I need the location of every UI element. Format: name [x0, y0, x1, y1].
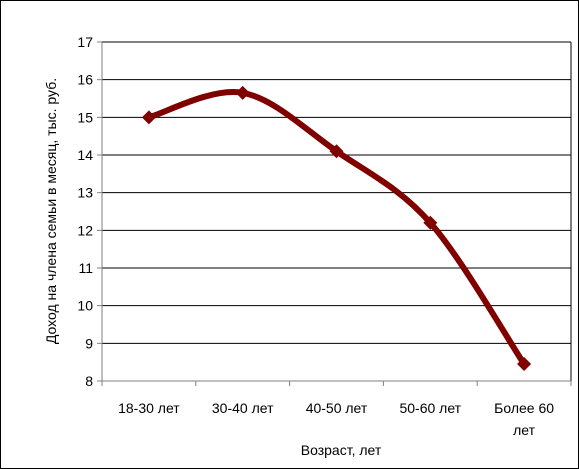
x-tick-label: 18-30 лет: [118, 400, 180, 416]
y-axis-label: Доход на члена семьи в месяц, тыс. руб.: [43, 78, 59, 344]
gridlines: [102, 41, 572, 381]
y-tick-label: 9: [85, 335, 93, 351]
y-tick-label: 10: [77, 298, 93, 314]
x-tick-label: лет: [513, 422, 535, 438]
axes: [97, 41, 572, 386]
y-tick-labels: 8 9 10 11 12 13 14 15 16 17: [77, 34, 93, 389]
y-tick-label: 15: [77, 109, 93, 125]
x-axis-label: Возраст, лет: [301, 442, 382, 458]
data-point-marker: [329, 144, 344, 159]
y-tick-label: 13: [77, 185, 93, 201]
y-tick-label: 17: [77, 34, 93, 50]
y-tick-label: 16: [77, 72, 93, 88]
y-tick-label: 12: [77, 222, 93, 238]
y-tick-label: 8: [85, 373, 93, 389]
x-tick-label: 50-60 лет: [399, 400, 461, 416]
x-tick-label: Более 60: [494, 400, 554, 416]
x-tick-label: 40-50 лет: [306, 400, 368, 416]
series-layer: [141, 85, 532, 372]
data-point-marker: [517, 357, 532, 372]
x-tick-labels: 18-30 лет 30-40 лет 40-50 лет 50-60 лет Боле…: [118, 400, 554, 438]
x-tick-label: 30-40 лет: [212, 400, 274, 416]
series-line: [145, 89, 528, 368]
data-point-marker: [235, 85, 250, 100]
y-tick-label: 14: [77, 147, 93, 163]
data-point-marker: [141, 110, 156, 125]
data-point-marker: [423, 215, 438, 230]
y-tick-label: 11: [78, 260, 93, 276]
